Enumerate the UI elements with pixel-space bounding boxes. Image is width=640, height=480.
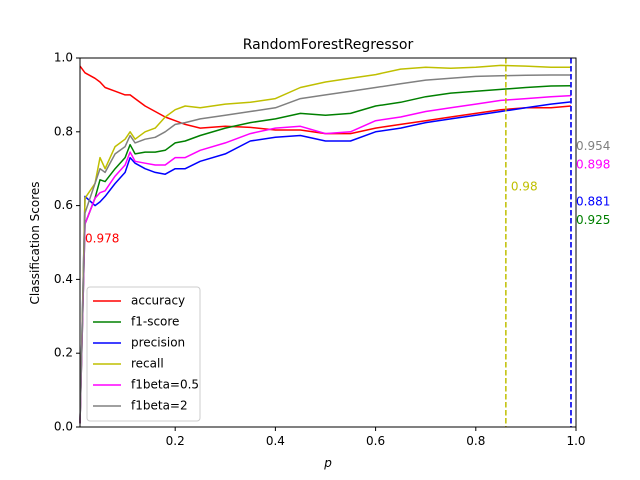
legend-label-0: accuracy (131, 294, 185, 308)
y-axis-label: Classification Scores (28, 181, 42, 304)
chart-title: RandomForestRegressor (243, 37, 414, 53)
annotation-0: 0.978 (85, 231, 119, 245)
x-tick-label-0: 0.2 (166, 434, 185, 448)
y-tick-label-3: 0.6 (54, 198, 73, 212)
y-tick-label-2: 0.4 (54, 272, 73, 286)
legend: accuracy f1-score precision recall f1beta=0.… (86, 286, 201, 422)
legend-box (86, 286, 201, 422)
x-axis-label: p (323, 456, 332, 470)
x-tick-label-4: 1.0 (566, 434, 585, 448)
y-tick-label-5: 1.0 (54, 51, 73, 65)
legend-label-4: f1beta=0.5 (131, 378, 199, 392)
legend-label-2: precision (131, 336, 185, 350)
axes: 0.2 0.4 0.6 0.8 1.0 0.0 0.2 0.4 0.6 0.8 1.0 (54, 51, 586, 449)
series-line-1 (79, 84, 572, 424)
annotation-3: 0.898 (576, 158, 610, 172)
annotation-2: 0.954 (576, 139, 610, 153)
x-tick-label-3: 0.8 (466, 434, 485, 448)
series-line-3 (79, 64, 571, 424)
annotation-4: 0.881 (576, 194, 610, 208)
series-line-4 (79, 94, 572, 424)
y-tick-label-1: 0.2 (54, 346, 73, 360)
legend-label-1: f1-score (131, 315, 179, 329)
series-layer (79, 64, 572, 424)
y-tick-label-0: 0.0 (54, 420, 73, 434)
series-line-0 (79, 65, 572, 135)
y-tick-label-4: 0.8 (54, 124, 73, 138)
legend-label-5: f1beta=2 (131, 399, 188, 413)
x-tick-label-2: 0.6 (366, 434, 385, 448)
series-line-2 (79, 101, 572, 424)
axes-frame (79, 57, 577, 428)
annotation-1: 0.98 (511, 180, 538, 194)
x-tick-label-1: 0.4 (266, 434, 285, 448)
legend-label-3: recall (131, 357, 164, 371)
vline-layer (505, 58, 572, 427)
annotation-5: 0.925 (576, 213, 610, 227)
annotation-layer: 0.978 0.98 0.954 0.898 0.881 0.925 (85, 139, 610, 245)
series-line-5 (79, 74, 571, 424)
